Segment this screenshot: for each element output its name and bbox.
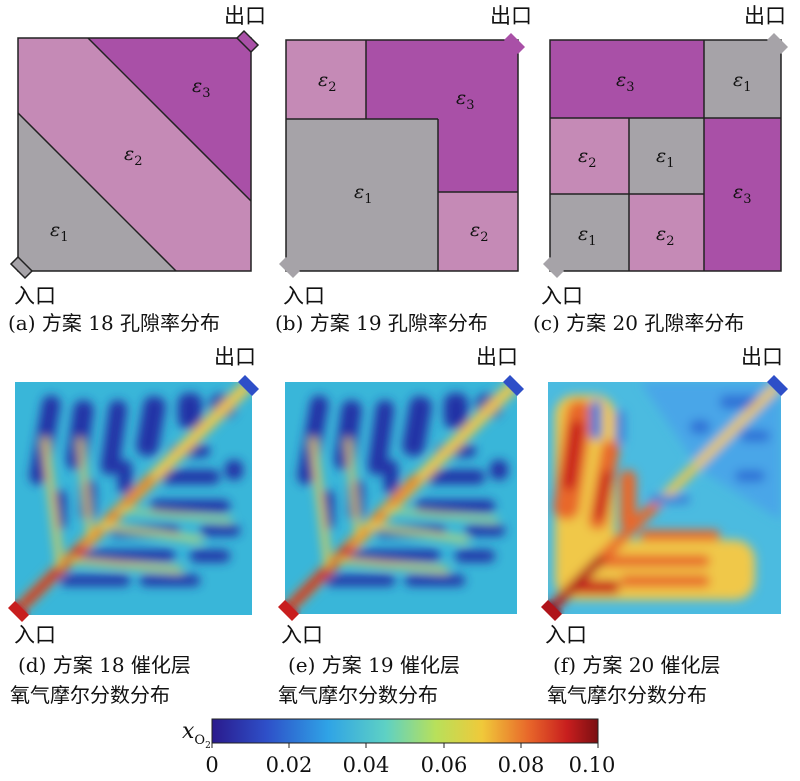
colorbar-tick: 0	[205, 753, 218, 777]
eps-label: ε	[578, 223, 588, 245]
eps-label: ε	[733, 69, 743, 91]
colorbar-tick: 0.02	[266, 753, 313, 777]
panel-d-heatmap: 出口 入口 (d) 方案 18 催化层 氧气摩尔分数分布	[8, 345, 259, 707]
caption-c: (c) 方案 20 孔隙率分布	[533, 311, 744, 335]
svg-text:ε2: ε2	[578, 145, 596, 171]
inlet-label: 入口	[14, 284, 56, 308]
inlet-port	[279, 257, 300, 278]
eps-label: ε	[318, 69, 328, 91]
svg-text:ε3: ε3	[616, 69, 634, 95]
caption-f-line2: 氧气摩尔分数分布	[547, 683, 707, 707]
eps-label: ε	[733, 181, 743, 203]
outlet-port	[504, 33, 525, 54]
svg-text:ε1: ε1	[354, 181, 372, 207]
colorbar-tick: 0.08	[498, 753, 545, 777]
eps-sub: 3	[202, 86, 210, 101]
inlet-label: 入口	[14, 623, 56, 647]
outlet-label: 出口	[744, 4, 786, 28]
svg-text:ε3: ε3	[733, 181, 751, 207]
eps-sub: 3	[743, 192, 751, 207]
eps-label: ε	[578, 145, 588, 167]
svg-text:ε2: ε2	[124, 143, 142, 169]
inlet-port	[541, 600, 562, 621]
outlet-port	[238, 375, 259, 396]
panel-a-porosity: ε3 ε2 ε1 出口 入口 (a) 方案 18 孔隙率分布	[8, 4, 266, 335]
eps-label: ε	[124, 143, 134, 165]
outlet-label: 出口	[224, 4, 266, 28]
caption-f-line1: (f) 方案 20 催化层	[553, 653, 721, 677]
eps-label: ε	[456, 87, 466, 109]
eps-sub: 3	[466, 98, 474, 113]
region-eps2	[18, 38, 251, 271]
eps-label: ε	[656, 145, 666, 167]
svg-text:ε3: ε3	[456, 87, 474, 113]
eps-label: ε	[470, 219, 480, 241]
inlet-port	[8, 601, 29, 622]
outlet-label: 出口	[490, 4, 532, 28]
svg-text:ε2: ε2	[470, 219, 488, 245]
eps-label: ε	[616, 69, 626, 91]
panel-c-porosity: ε3 ε1 ε2 ε1 ε3 ε1 ε2 出口 入口 (c) 方案 20 孔隙率…	[533, 4, 788, 335]
eps-label: ε	[354, 181, 364, 203]
inlet-label: 入口	[283, 284, 325, 308]
inlet-port	[9, 255, 34, 280]
outlet-label: 出口	[741, 345, 783, 369]
svg-text:ε1: ε1	[733, 69, 751, 95]
inlet-label: 入口	[545, 623, 587, 647]
caption-b: (b) 方案 19 孔隙率分布	[275, 311, 488, 335]
inlet-port	[278, 600, 299, 621]
eps-sub: 1	[60, 230, 68, 245]
eps-sub: 1	[666, 156, 674, 171]
eps-sub: 2	[134, 154, 142, 169]
colorbar-tick: 0.10	[569, 753, 616, 777]
colorbar-tick: 0.04	[343, 753, 390, 777]
svg-text:ε2: ε2	[318, 69, 336, 95]
svg-text:ε3: ε3	[192, 75, 210, 101]
colorbar: xO2 0 0.02 0.04 0.06 0.08 0.10	[182, 718, 616, 777]
caption-d-line2: 氧气摩尔分数分布	[10, 683, 170, 707]
caption-a: (a) 方案 18 孔隙率分布	[8, 311, 220, 335]
outlet-port	[235, 29, 260, 54]
outlet-port	[767, 33, 788, 54]
outlet-label: 出口	[214, 345, 256, 369]
inlet-port	[543, 257, 564, 278]
eps-label: ε	[50, 219, 60, 241]
outlet-label: 出口	[476, 345, 518, 369]
eps-sub: 1	[743, 80, 751, 95]
caption-e-line2: 氧气摩尔分数分布	[278, 683, 438, 707]
svg-text:ε1: ε1	[50, 219, 68, 245]
eps-sub: 2	[666, 234, 674, 249]
panel-f-heatmap: 出口 入口 (f) 方案 20 催化层 氧气摩尔分数分布	[541, 345, 788, 707]
eps-sub: 2	[328, 80, 336, 95]
panel-e-heatmap: 出口 入口 (e) 方案 19 催化层 氧气摩尔分数分布	[278, 345, 524, 707]
outlet-port	[503, 375, 524, 396]
eps-label: ε	[656, 223, 666, 245]
svg-text:ε2: ε2	[656, 223, 674, 249]
inlet-label: 入口	[541, 284, 583, 308]
panel-b-porosity: ε2 ε3 ε1 ε2 出口 入口 (b) 方案 19 孔隙率分布	[275, 4, 532, 335]
svg-text:ε1: ε1	[578, 223, 596, 249]
caption-d-line1: (d) 方案 18 催化层	[18, 653, 191, 677]
caption-e-line1: (e) 方案 19 催化层	[288, 653, 460, 677]
eps-sub: 3	[626, 80, 634, 95]
eps-label: ε	[192, 75, 202, 97]
eps-sub: 1	[364, 192, 372, 207]
inlet-label: 入口	[281, 623, 323, 647]
colorbar-tick: 0.06	[421, 753, 468, 777]
eps-sub: 2	[588, 156, 596, 171]
colorbar-symbol: xO2	[182, 719, 211, 751]
eps-sub: 2	[480, 230, 488, 245]
eps-sub: 1	[588, 234, 596, 249]
colorbar-gradient	[211, 718, 599, 744]
svg-text:ε1: ε1	[656, 145, 674, 171]
outlet-port	[767, 375, 788, 396]
